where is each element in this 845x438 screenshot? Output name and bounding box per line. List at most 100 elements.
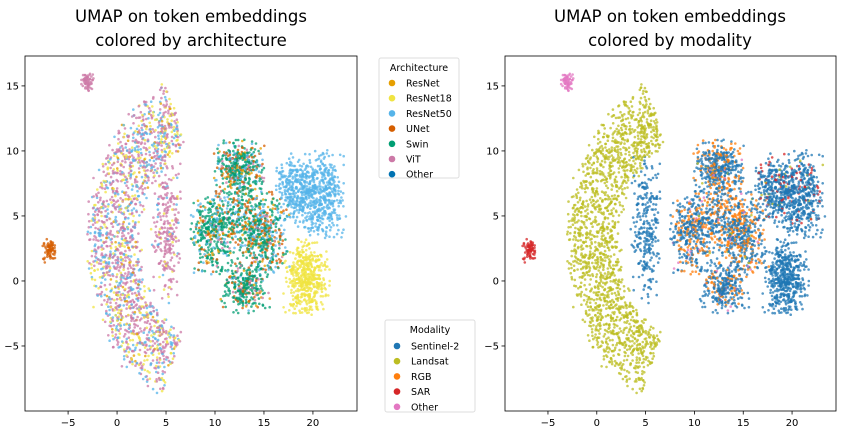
data-point (126, 186, 130, 190)
data-point (140, 330, 143, 333)
data-point (316, 208, 320, 211)
data-point (279, 210, 283, 214)
data-point (175, 124, 179, 127)
data-point (166, 234, 169, 237)
data-point (129, 169, 133, 173)
data-point (136, 258, 140, 261)
data-point (304, 238, 308, 241)
data-point (303, 308, 306, 311)
data-point (130, 209, 134, 212)
data-point (248, 254, 252, 257)
data-point (198, 256, 202, 260)
data-point (120, 280, 123, 283)
data-point (222, 139, 226, 142)
data-point (143, 113, 146, 116)
data-point (159, 259, 163, 263)
data-point (304, 216, 307, 220)
data-point (268, 208, 272, 211)
data-point (256, 228, 259, 232)
data-point (276, 211, 280, 214)
data-point (100, 303, 103, 307)
data-point (249, 279, 253, 283)
data-point (242, 152, 245, 156)
data-point (328, 178, 332, 182)
data-point (245, 151, 249, 155)
data-point (176, 135, 180, 139)
data-point (325, 265, 328, 269)
data-point (226, 261, 230, 265)
data-point (174, 143, 178, 147)
data-point (94, 221, 97, 224)
data-point (246, 201, 250, 204)
data-point (129, 126, 133, 130)
data-point (154, 179, 157, 183)
data-point (95, 261, 99, 264)
data-point (137, 352, 140, 356)
data-point (250, 194, 253, 198)
data-point (116, 255, 119, 259)
data-point (288, 265, 291, 268)
data-point (41, 244, 44, 248)
data-point (120, 340, 124, 343)
data-point (319, 188, 323, 191)
data-point (124, 253, 128, 257)
data-point (151, 181, 154, 185)
data-point (227, 294, 230, 297)
data-point (233, 232, 236, 235)
data-point (110, 195, 114, 199)
data-point (215, 183, 218, 187)
data-point (117, 304, 121, 307)
data-point (155, 171, 159, 174)
data-point (331, 153, 334, 157)
data-point (282, 306, 285, 309)
data-point (151, 359, 155, 362)
data-point (196, 240, 200, 244)
data-point (100, 244, 104, 247)
data-point (141, 188, 144, 191)
data-point (219, 159, 222, 162)
data-point (317, 287, 320, 291)
data-point (258, 174, 261, 178)
data-point (177, 338, 181, 342)
data-point (299, 265, 303, 268)
data-point (174, 220, 178, 223)
data-point (130, 349, 134, 353)
data-point (168, 205, 172, 208)
data-point (227, 154, 230, 158)
data-point (224, 294, 227, 297)
data-point (254, 181, 257, 185)
data-point (162, 288, 166, 291)
data-point (165, 100, 168, 103)
data-point (278, 234, 282, 237)
data-point (157, 174, 161, 178)
data-point (114, 314, 117, 317)
data-point (304, 253, 308, 256)
data-point (216, 159, 220, 163)
data-point (328, 235, 331, 238)
data-point (287, 187, 290, 191)
data-point (234, 190, 237, 194)
data-point (249, 238, 253, 242)
data-point (246, 205, 250, 208)
data-point (267, 268, 271, 271)
data-point (295, 248, 299, 251)
data-point (309, 270, 313, 274)
data-point (137, 167, 141, 170)
data-point (149, 127, 152, 131)
data-point (113, 285, 117, 289)
data-point (162, 230, 166, 234)
data-point (234, 241, 237, 244)
data-point (196, 199, 200, 202)
data-point (248, 228, 251, 231)
data-point (296, 294, 299, 298)
data-point (133, 226, 137, 229)
data-point (251, 274, 254, 278)
data-point (162, 330, 165, 333)
data-point (177, 211, 180, 214)
data-point (305, 259, 308, 262)
data-point (258, 260, 262, 264)
data-point (247, 191, 251, 195)
data-point (152, 275, 155, 279)
data-point (134, 202, 137, 206)
data-point (127, 270, 130, 274)
